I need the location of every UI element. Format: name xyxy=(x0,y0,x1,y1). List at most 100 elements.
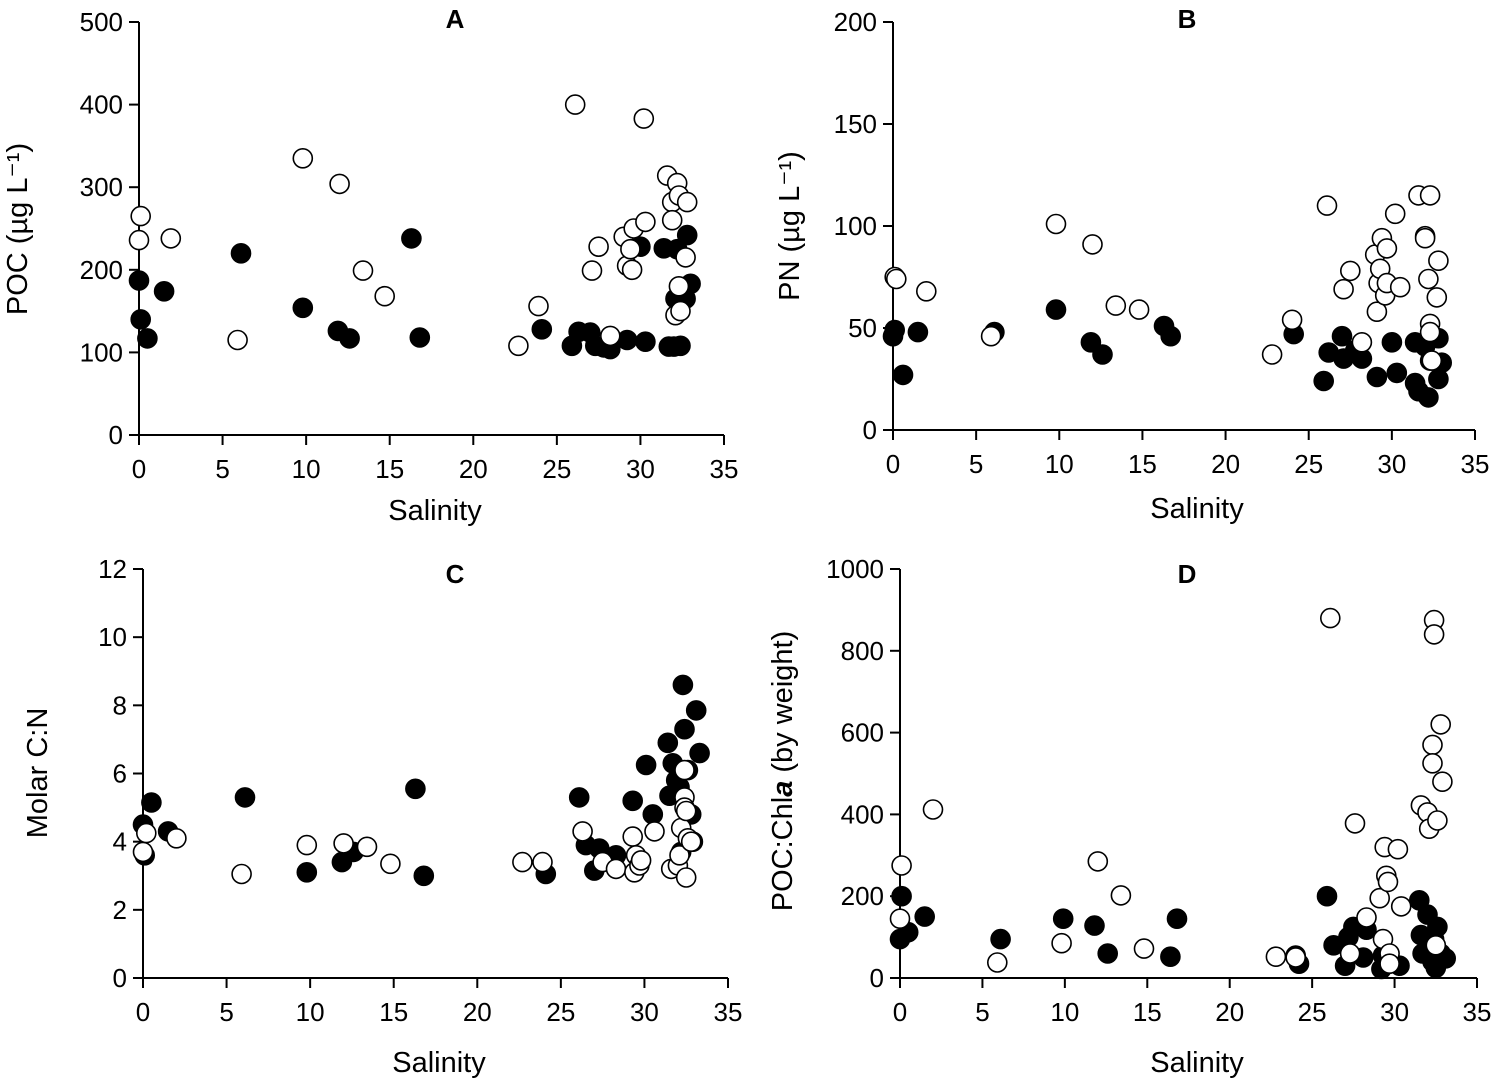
panel-a-x-tick-label: 35 xyxy=(710,454,739,484)
panel-d-filled-point xyxy=(1166,908,1188,930)
panel-c-filled-point xyxy=(413,865,435,887)
panel-c-y-tick-label: 6 xyxy=(113,759,127,789)
panel-d-open-point xyxy=(1377,871,1399,893)
panel-a-open-point xyxy=(676,191,698,213)
panel-d-filled-point xyxy=(1316,885,1338,907)
panel-b-y-label: PN (µg L⁻¹) xyxy=(774,151,806,301)
panel-c-open-point xyxy=(675,867,697,888)
panel-a-open-point xyxy=(668,275,690,297)
panel-d-open-point xyxy=(1379,953,1400,975)
panel-a-filled-point xyxy=(339,328,360,349)
panel-b-open-point xyxy=(1316,195,1338,216)
panel-d-open-point xyxy=(986,952,1008,973)
panel-b-x-tick-label: 35 xyxy=(1461,449,1490,479)
panel-c-x-tick-label: 10 xyxy=(296,997,325,1027)
panel-d-x-tick-label: 10 xyxy=(1050,997,1079,1027)
panel-b-open-point xyxy=(1351,331,1373,353)
panel-a-filled-point xyxy=(635,331,656,353)
panel-d-open-point xyxy=(1430,714,1451,735)
panel-c-filled-point xyxy=(635,754,657,776)
panel-a-x-tick-label: 25 xyxy=(542,454,571,484)
panel-d-x-tick-label: 15 xyxy=(1133,997,1162,1027)
panel-a-open-point xyxy=(508,335,529,357)
panel-a-filled-point xyxy=(292,297,314,319)
panel-c-x-tick-label: 0 xyxy=(136,997,150,1027)
panel-c-y-tick-label: 8 xyxy=(113,690,127,720)
panel-c-letter: C xyxy=(446,559,465,589)
panel-c-x-tick-label: 25 xyxy=(546,997,575,1027)
panel-c-filled-point xyxy=(622,790,644,812)
panel-b-open-point xyxy=(1419,185,1441,206)
panel-b-filled-point xyxy=(907,321,929,343)
panel-b-open-point xyxy=(1376,238,1398,259)
panel-c-open-point xyxy=(356,836,378,858)
panel-b-y-tick-label: 100 xyxy=(834,211,877,241)
panel-c-filled-point xyxy=(405,778,426,800)
panel-a-filled-point xyxy=(616,329,638,351)
panel-a-x-tick-label: 30 xyxy=(626,454,655,484)
panel-c-x-tick-label: 15 xyxy=(379,997,408,1027)
panel-c-x-tick-label: 5 xyxy=(219,997,233,1027)
panel-a-filled-point xyxy=(137,328,158,349)
panel-d-open-point xyxy=(1051,932,1072,954)
panel-a-filled-point xyxy=(401,228,422,249)
panel-c-x-tick-label: 20 xyxy=(463,997,492,1027)
panel-d-x-label: Salinity xyxy=(1150,1047,1244,1079)
panel-d-y-tick-label: 200 xyxy=(841,881,884,911)
panel-d-x-tick-label: 0 xyxy=(893,997,907,1027)
panel-d-open-point xyxy=(1133,938,1155,959)
panel-c-open-point xyxy=(231,863,252,885)
panel-a-open-point xyxy=(128,229,150,251)
panel-b-y-tick-label: 0 xyxy=(863,415,877,445)
panel-d-open-point xyxy=(889,908,911,930)
panel-c-filled-point xyxy=(642,804,664,825)
panel-d-open-point xyxy=(922,799,944,820)
panel-c-y-label: Molar C:N xyxy=(22,708,54,839)
panel-c-open-point xyxy=(136,822,157,844)
panel-d-x-tick-label: 30 xyxy=(1380,997,1409,1027)
panel-a-filled-point xyxy=(153,280,175,302)
panel-c-open-point xyxy=(644,821,665,842)
panel-b-y-tick-label: 50 xyxy=(848,313,877,343)
panel-a-x-tick-label: 5 xyxy=(215,454,229,484)
panel-a-open-point xyxy=(581,260,603,281)
panel-d-y-tick-label: 600 xyxy=(841,718,884,748)
panel-c-filled-point xyxy=(685,700,707,721)
panel-b-open-point xyxy=(1128,299,1150,320)
panel-d-x-tick-label: 35 xyxy=(1463,997,1492,1027)
panel-d-open-point xyxy=(1344,813,1366,834)
panel-d-filled-point xyxy=(990,928,1011,950)
panel-a-y-tick-label: 300 xyxy=(80,172,123,202)
panel-a-filled-point xyxy=(130,309,151,330)
panel-b-open-point xyxy=(1045,213,1067,235)
panel-b-x-tick-label: 15 xyxy=(1128,449,1157,479)
panel-d-open-point xyxy=(1422,752,1443,774)
panel-c-x-tick-label: 35 xyxy=(714,997,743,1027)
panel-d-y-tick-label: 800 xyxy=(841,636,884,666)
panel-b-open-point xyxy=(1366,301,1388,323)
panel-a-open-point xyxy=(588,236,609,257)
panel-c-open-point xyxy=(532,851,553,873)
panel-a-open-point xyxy=(620,238,641,260)
panel-a-filled-point xyxy=(676,224,698,246)
panel-c-open-point xyxy=(680,831,702,853)
panel-b-open-point xyxy=(1389,276,1411,298)
panel-a-x-tick-label: 10 xyxy=(292,454,321,484)
panel-b-x-tick-label: 10 xyxy=(1045,449,1074,479)
panel-c-open-point xyxy=(296,834,318,856)
panel-b-filled-point xyxy=(884,319,906,341)
panel-c-open-point xyxy=(512,851,533,873)
panel-b-x-tick-label: 20 xyxy=(1211,449,1240,479)
panel-d-open-point xyxy=(891,855,912,876)
panel-a-y-tick-label: 400 xyxy=(80,90,123,120)
panel-c-y-tick-label: 2 xyxy=(113,895,127,925)
panel-a-open-point xyxy=(374,285,396,307)
panel-c-y-tick-label: 10 xyxy=(98,622,127,652)
panel-a-y-tick-label: 0 xyxy=(109,420,123,450)
panel-d-letter: D xyxy=(1178,559,1197,589)
panel-c-open-point xyxy=(380,853,401,875)
panel-a-x-tick-label: 0 xyxy=(132,454,146,484)
panel-b-open-point xyxy=(1384,203,1406,225)
panel-c-open-point xyxy=(166,827,187,849)
panel-a-x-tick-label: 20 xyxy=(459,454,488,484)
